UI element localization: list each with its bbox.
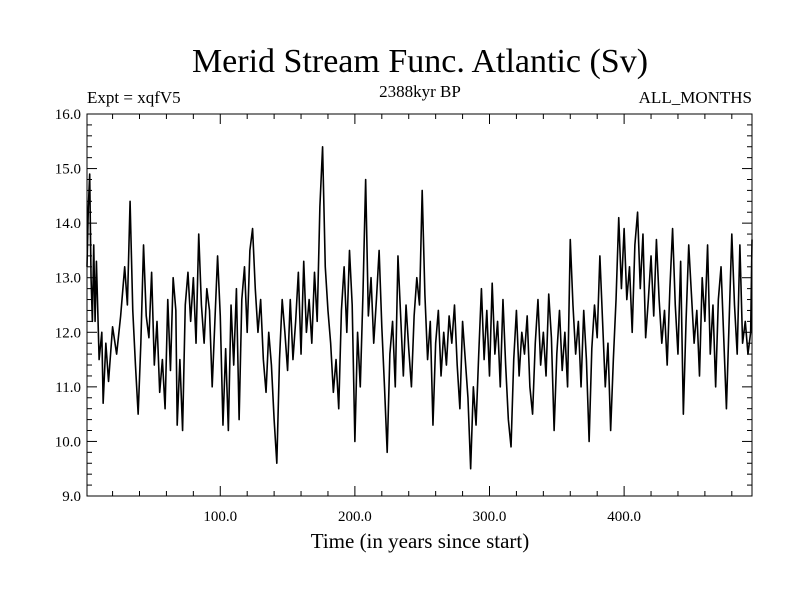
months-label: ALL_MONTHS bbox=[639, 88, 752, 107]
series-line-0 bbox=[86, 145, 753, 470]
tick-labels-group: 9.0 10.0 11.0 12.0 13.0 14.0 15.0 16.0 100.0 200.… bbox=[55, 107, 641, 525]
y-tick-label: 10.0 bbox=[55, 434, 81, 450]
y-tick-label: 9.0 bbox=[62, 489, 81, 505]
x-tick-label: 200.0 bbox=[338, 509, 372, 525]
y-tick-label: 12.0 bbox=[55, 325, 81, 341]
experiment-label: Expt = xqfV5 bbox=[87, 88, 181, 107]
y-tick-label: 13.0 bbox=[55, 271, 81, 287]
period-label: 2388kyr BP bbox=[379, 82, 461, 101]
ticks-group bbox=[87, 113, 752, 497]
y-tick-label: 16.0 bbox=[55, 107, 81, 123]
x-tick-label: 300.0 bbox=[473, 509, 507, 525]
chart-title: Merid Stream Func. Atlantic (Sv) bbox=[192, 43, 648, 80]
x-tick-label: 100.0 bbox=[203, 509, 237, 525]
y-tick-label: 15.0 bbox=[55, 162, 81, 178]
y-tick-label: 11.0 bbox=[55, 380, 81, 396]
x-tick-label: 400.0 bbox=[607, 509, 641, 525]
y-tick-label: 14.0 bbox=[55, 216, 81, 232]
plot-frame bbox=[86, 113, 753, 497]
x-axis-label: Time (in years since start) bbox=[311, 529, 530, 553]
plot-line-group bbox=[86, 145, 753, 470]
